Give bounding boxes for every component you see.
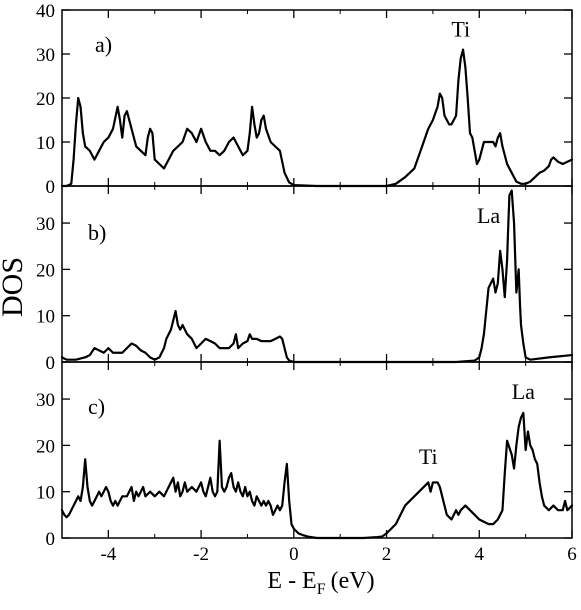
y-tick-label: 20	[36, 89, 55, 110]
panels-layer: 0 10 20 30 40 a) Ti 0 10 20 30 b) La 0 10 20 30 -4 -2 0 2 4 6 c…	[36, 1, 577, 565]
peak-annotation: La	[512, 379, 535, 404]
y-tick-label: 30	[36, 390, 55, 411]
x-axis-label-subscript: F	[317, 581, 326, 598]
dos-series-line	[60, 411, 574, 540]
x-axis-label-unit: (eV)	[331, 568, 375, 594]
y-axis-label: DOS	[0, 257, 29, 317]
panel-label: c)	[88, 394, 105, 419]
dos-series-line	[60, 48, 574, 188]
y-tick-label: 20	[36, 260, 55, 281]
dos-series-line	[60, 189, 574, 364]
y-tick-label: 10	[36, 483, 55, 504]
panel-3: 0 10 20 30 -4 -2 0 2 4 6 c) Ti La	[36, 361, 577, 565]
x-tick-label: 0	[289, 544, 299, 565]
panel-label: b)	[88, 220, 106, 245]
peak-annotation: La	[477, 203, 500, 228]
y-tick-label: 20	[36, 436, 55, 457]
y-tick-label: 0	[46, 353, 56, 374]
y-tick-label: 0	[46, 177, 56, 198]
y-tick-label: 10	[36, 133, 55, 154]
x-tick-label: -4	[100, 544, 116, 565]
x-axis-label-main: E - E	[267, 568, 316, 594]
x-tick-label: 2	[382, 544, 392, 565]
x-tick-label: 4	[475, 544, 485, 565]
peak-annotation: Ti	[419, 444, 438, 469]
y-tick-label: 40	[36, 1, 55, 22]
panel-2: 0 10 20 30 b) La	[36, 185, 574, 374]
x-tick-label: 6	[567, 544, 577, 565]
y-tick-label: 30	[36, 45, 55, 66]
panel-frame	[61, 361, 573, 539]
x-axis-label: E - EF (eV)	[267, 568, 374, 598]
y-tick-label: 10	[36, 307, 55, 328]
y-tick-label: 30	[36, 214, 55, 235]
x-tick-label: -2	[193, 544, 209, 565]
panel-label: a)	[95, 32, 112, 57]
panel-frame	[61, 9, 573, 187]
panel-1: 0 10 20 30 40 a) Ti	[36, 1, 574, 198]
y-tick-label: 0	[46, 529, 56, 550]
peak-annotation: Ti	[451, 16, 470, 41]
